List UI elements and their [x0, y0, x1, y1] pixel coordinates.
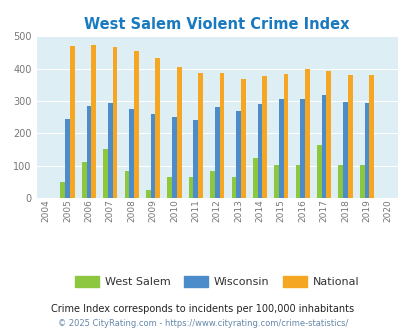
Title: West Salem Violent Crime Index: West Salem Violent Crime Index: [84, 17, 349, 32]
Bar: [252, 157, 257, 198]
Bar: [219, 73, 224, 198]
Text: © 2025 CityRating.com - https://www.cityrating.com/crime-statistics/: © 2025 CityRating.com - https://www.city…: [58, 319, 347, 328]
Bar: [198, 73, 202, 198]
Bar: [112, 47, 117, 198]
Bar: [65, 119, 70, 198]
Bar: [342, 102, 347, 198]
Bar: [60, 182, 65, 198]
Bar: [167, 177, 172, 198]
Bar: [283, 74, 288, 198]
Bar: [300, 99, 304, 198]
Bar: [155, 58, 160, 198]
Bar: [70, 46, 75, 198]
Bar: [359, 165, 364, 198]
Bar: [146, 190, 150, 198]
Bar: [188, 177, 193, 198]
Bar: [257, 104, 262, 198]
Bar: [91, 45, 96, 198]
Bar: [231, 177, 236, 198]
Bar: [236, 111, 240, 198]
Bar: [124, 171, 129, 198]
Bar: [304, 69, 309, 198]
Bar: [295, 165, 300, 198]
Bar: [210, 171, 214, 198]
Bar: [176, 67, 181, 198]
Bar: [368, 75, 373, 198]
Bar: [82, 162, 86, 198]
Bar: [316, 145, 321, 198]
Bar: [278, 99, 283, 198]
Bar: [262, 76, 266, 198]
Bar: [347, 75, 352, 198]
Bar: [364, 103, 368, 198]
Bar: [193, 120, 198, 198]
Bar: [214, 108, 219, 198]
Bar: [150, 114, 155, 198]
Bar: [129, 109, 134, 198]
Bar: [240, 79, 245, 198]
Bar: [326, 71, 330, 198]
Text: Crime Index corresponds to incidents per 100,000 inhabitants: Crime Index corresponds to incidents per…: [51, 304, 354, 314]
Bar: [321, 95, 326, 198]
Bar: [338, 165, 342, 198]
Bar: [134, 51, 139, 198]
Bar: [108, 103, 112, 198]
Bar: [274, 165, 278, 198]
Bar: [103, 149, 108, 198]
Bar: [86, 106, 91, 198]
Legend: West Salem, Wisconsin, National: West Salem, Wisconsin, National: [70, 272, 363, 291]
Bar: [172, 117, 176, 198]
